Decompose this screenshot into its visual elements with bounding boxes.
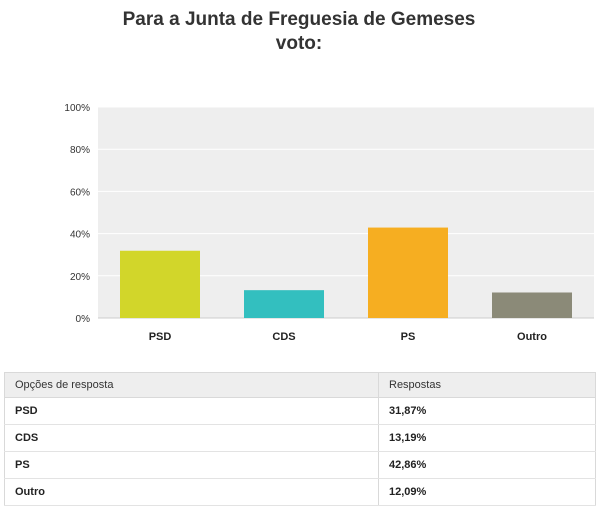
- y-axis-ticks: 0% 20% 40% 60% 80% 100%: [64, 103, 90, 325]
- table-row: PS 42,86%: [4, 451, 596, 479]
- header-responses: Respostas: [378, 372, 596, 398]
- bar-psd: [120, 250, 200, 318]
- row-percent: 12,09%: [378, 478, 596, 506]
- y-tick-label: 100%: [64, 103, 90, 114]
- x-category-label: Outro: [517, 331, 547, 343]
- row-percent: 13,19%: [378, 424, 596, 452]
- y-tick-label: 60%: [70, 187, 90, 198]
- title-line-2: voto:: [275, 33, 323, 54]
- x-category-label: CDS: [272, 331, 295, 343]
- x-category-label: PSD: [149, 331, 172, 343]
- row-option: PSD: [4, 397, 379, 425]
- x-axis-labels: PSD CDS PS Outro: [149, 331, 548, 343]
- table-row: CDS 13,19%: [4, 424, 596, 452]
- row-option: CDS: [4, 424, 379, 452]
- header-options: Opções de resposta: [4, 372, 379, 398]
- row-percent: 31,87%: [378, 397, 596, 425]
- responses-table: Opções de resposta Respostas PSD 31,87% …: [4, 372, 596, 506]
- y-tick-label: 80%: [70, 145, 90, 156]
- chart-title: Para a Junta de Freguesia de Gemeses vot…: [0, 8, 598, 56]
- bars: [120, 227, 572, 318]
- bar-outro: [492, 292, 572, 318]
- row-percent: 42,86%: [378, 451, 596, 479]
- table-row: Outro 12,09%: [4, 478, 596, 506]
- table-header-row: Opções de resposta Respostas: [4, 372, 596, 398]
- table-row: PSD 31,87%: [4, 397, 596, 425]
- y-tick-label: 0%: [76, 314, 91, 325]
- bar-ps: [368, 227, 448, 318]
- title-line-1: Para a Junta de Freguesia de Gemeses: [122, 9, 476, 30]
- row-option: PS: [4, 451, 379, 479]
- bar-cds: [244, 290, 324, 318]
- y-tick-label: 20%: [70, 272, 90, 283]
- row-option: Outro: [4, 478, 379, 506]
- y-tick-label: 40%: [70, 230, 90, 241]
- bar-chart: 0% 20% 40% 60% 80% 100% PSD CDS PS Outro: [64, 103, 594, 343]
- x-category-label: PS: [401, 331, 416, 343]
